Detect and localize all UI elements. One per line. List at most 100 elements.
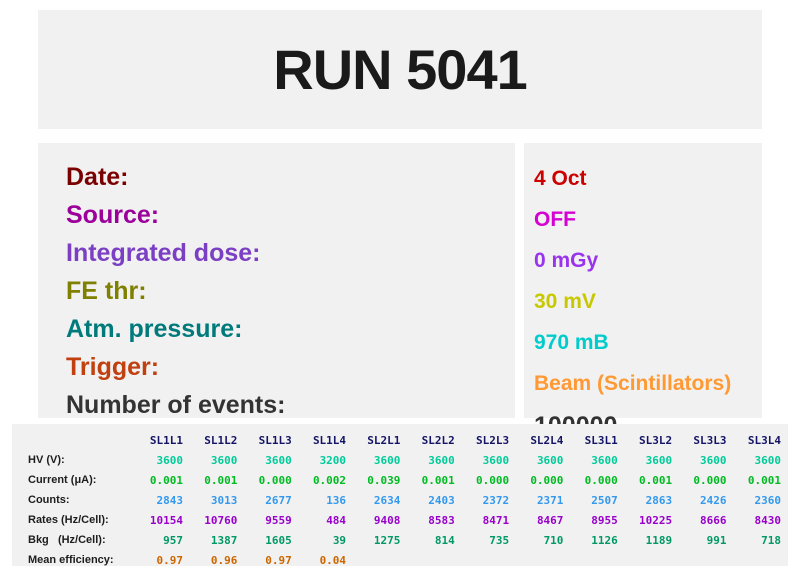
table-cell: 718 [761, 533, 781, 547]
table-cell: 10760 [204, 513, 238, 527]
table-column-header-sl2l3: SL2L3 [475, 433, 510, 447]
table-cell: 2507 [591, 493, 618, 507]
table-cell: 0.002 [312, 473, 347, 487]
table-cell: 0.001 [204, 473, 238, 487]
table-cell [679, 550, 733, 570]
table-column-header-sl3l2: SL3L2 [639, 433, 673, 447]
run-info-values-panel: 4 Oct OFF 0 mGy 30 mV 970 mB Beam (Scintillat… [524, 143, 762, 439]
table-column-header-sl2l1: SL2L1 [367, 433, 401, 447]
table-column-header-sl3l4: SL3L4 [747, 433, 781, 447]
info-value-1: OFF [534, 208, 576, 231]
channel-statistics-table: SL1L1 SL1L2 SL1L3 SL1L4 SL2L1 SL2L2 SL2L3 SL2L4… [20, 430, 788, 570]
table-column-header-sl1l4: SL1L4 [312, 433, 347, 447]
table-row: Current (μA): 0.001 0.001 0.000 0.002 0.039 0.… [20, 470, 788, 490]
table-cell: 0.000 [475, 473, 510, 487]
table-cell: 9408 [373, 513, 401, 527]
table-cell: 3600 [373, 453, 401, 467]
table-row-label-5: Mean efficiency: [28, 554, 114, 566]
table-cell: 2677 [265, 493, 292, 507]
table-column-header-sl2l2: SL2L2 [421, 433, 455, 447]
table-column-header-sl1l3: SL1L3 [258, 433, 292, 447]
table-row: Rates (Hz/Cell): 10154 10760 9559 484 9408 858… [20, 510, 788, 530]
table-cell: 2426 [699, 493, 727, 507]
table-cell: 1189 [645, 533, 673, 547]
table-row-label-3: Rates (Hz/Cell): [28, 514, 109, 526]
info-value-0: 4 Oct [534, 167, 587, 190]
table-cell [353, 550, 407, 570]
info-value-2: 0 mGy [534, 249, 599, 272]
table-cell: 710 [543, 533, 564, 547]
table-cell: 0.039 [367, 473, 401, 487]
table-cell: 1126 [591, 533, 618, 547]
table-cell: 3600 [265, 453, 292, 467]
table-cell: 3600 [699, 453, 727, 467]
table-row: Counts: 2843 3013 2677 136 2634 2403 2372 2371 25… [20, 490, 788, 510]
table-cell: 3013 [210, 493, 238, 507]
table-cell: 3600 [591, 453, 618, 467]
table-cell: 0.000 [693, 473, 727, 487]
table-cell [516, 550, 570, 570]
table-cell: 1275 [373, 533, 401, 547]
table-cell: 0.97 [156, 553, 184, 567]
table-cell: 2403 [428, 493, 455, 507]
table-cell: 991 [706, 533, 727, 547]
table-cell: 8583 [428, 513, 455, 527]
table-cell: 0.000 [584, 473, 618, 487]
table-column-header-sl2l4: SL2L4 [530, 433, 564, 447]
table-cell: 10154 [149, 513, 184, 527]
table-cell: 8430 [754, 513, 782, 527]
table-cell: 814 [434, 533, 455, 547]
table-cell: 8471 [482, 513, 510, 527]
table-cell: 2372 [482, 493, 510, 507]
info-label-2: Integrated dose: [66, 239, 261, 267]
table-header-row: SL1L1 SL1L2 SL1L3 SL1L4 SL2L1 SL2L2 SL2L3 SL2L4… [20, 430, 788, 450]
table-cell: 0.000 [258, 473, 292, 487]
table-cell: 484 [326, 513, 347, 527]
table-corner-cell [20, 430, 136, 450]
info-label-5: Trigger: [66, 353, 160, 381]
table-cell: 0.96 [210, 553, 238, 567]
table-cell: 3600 [156, 453, 184, 467]
table-cell [733, 550, 788, 570]
table-cell: 8467 [536, 513, 564, 527]
table-cell [625, 550, 679, 570]
table-column-header-sl3l1: SL3L1 [584, 433, 618, 447]
table-cell: 0.001 [747, 473, 781, 487]
table-cell: 0.04 [319, 553, 347, 567]
table-cell: 39 [332, 533, 347, 547]
table-cell: 3600 [754, 453, 782, 467]
info-label-6: Number of events: [66, 391, 286, 419]
table-cell: 957 [163, 533, 184, 547]
table-cell: 3600 [210, 453, 238, 467]
run-info-label-list: Date: Source: Integrated dose: FE thr: Atm. … [38, 143, 515, 431]
table-cell: 2371 [536, 493, 564, 507]
table-cell: 2843 [156, 493, 184, 507]
info-label-3: FE thr: [66, 277, 147, 305]
table-cell: 0.000 [530, 473, 564, 487]
info-value-5: Beam (Scintillators) [534, 372, 732, 395]
table-cell: 8666 [699, 513, 727, 527]
table-row: Mean efficiency: 0.97 0.96 0.97 0.04 [20, 550, 788, 570]
table-cell [570, 550, 624, 570]
info-label-0: Date: [66, 163, 129, 191]
table-cell: 0.97 [265, 553, 292, 567]
table-cell: 2360 [754, 493, 782, 507]
table-cell: 3600 [482, 453, 510, 467]
table-column-header-sl1l1: SL1L1 [149, 433, 184, 447]
table-cell: 0.001 [421, 473, 455, 487]
table-cell: 9559 [265, 513, 292, 527]
table-column-header-sl1l2: SL1L2 [204, 433, 238, 447]
info-label-1: Source: [66, 201, 160, 229]
table-cell [462, 550, 516, 570]
table-cell: 3600 [428, 453, 455, 467]
table-cell: 2863 [645, 493, 673, 507]
table-cell: 0.001 [639, 473, 673, 487]
info-value-3: 30 mV [534, 290, 596, 313]
table-cell: 1387 [210, 533, 238, 547]
table-cell: 735 [489, 533, 510, 547]
title-panel: RUN 5041 [38, 10, 762, 129]
table-cell: 2634 [373, 493, 401, 507]
info-label-4: Atm. pressure: [66, 315, 243, 343]
channel-statistics-panel: SL1L1 SL1L2 SL1L3 SL1L4 SL2L1 SL2L2 SL2L3 SL2L4… [12, 424, 788, 567]
table-row-label-2: Counts: [28, 494, 70, 506]
